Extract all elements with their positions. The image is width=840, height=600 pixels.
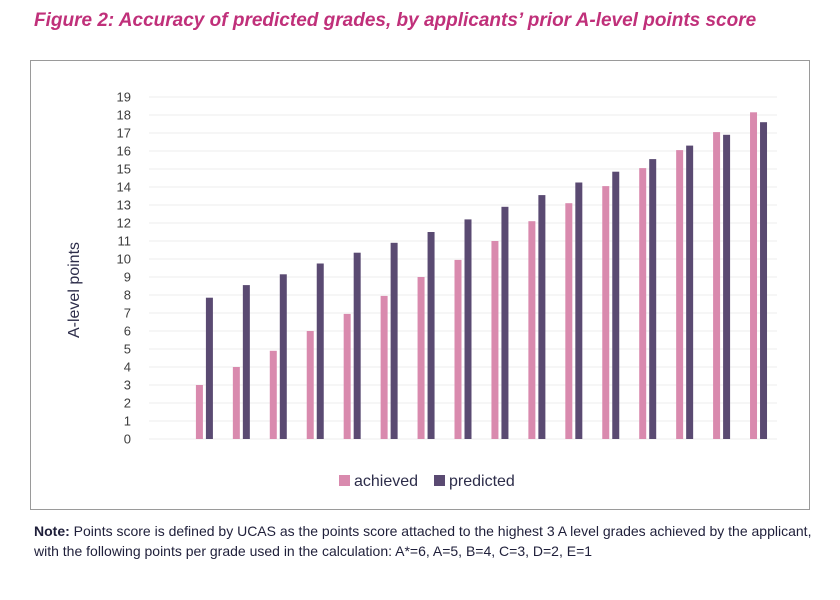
bar-achieved-2 [232,367,240,439]
y-tick-label: 10 [117,252,131,267]
bar-predicted-13 [649,159,657,439]
bar-achieved-8 [454,259,462,439]
note-label: Note: [34,523,70,539]
bar-predicted-2 [242,285,250,439]
bar-achieved-13 [639,168,647,439]
bar-predicted-12 [612,171,620,439]
bar-predicted-16 [760,122,768,439]
y-tick-label: 1 [124,414,131,429]
y-tick-label: 5 [124,342,131,357]
y-tick-label: 9 [124,270,131,285]
note: Note: Points score is defined by UCAS as… [34,521,824,561]
y-tick-label: 0 [124,432,131,447]
y-tick-label: 18 [117,108,131,123]
y-tick-label: 4 [124,360,131,375]
chart-frame: 0 1 2 3 4 5 6 7 8 9 10 11 12 13 14 15 16 17 18 19 A-level p… [30,60,810,510]
bar-predicted-14 [686,145,694,439]
bar-predicted-11 [575,182,583,439]
bar-predicted-3 [279,274,287,439]
y-axis-title: A-level points [66,242,83,338]
bar-achieved-4 [306,331,314,439]
note-text: Points score is defined by UCAS as the p… [34,523,812,559]
bar-predicted-9 [501,206,509,439]
legend-swatch-predicted [434,475,445,486]
y-tick-label: 11 [118,234,132,249]
y-tick-label: 2 [124,396,131,411]
bar-achieved-7 [417,277,425,439]
y-tick-label: 15 [117,162,131,177]
bar-achieved-14 [676,150,684,439]
y-tick-label: 19 [117,90,131,105]
gridlines [149,96,777,440]
bar-achieved-15 [713,132,721,439]
y-tick-label: 8 [124,288,131,303]
bar-predicted-15 [723,134,731,440]
bar-predicted-6 [390,242,398,439]
y-tick-label: 16 [117,144,131,159]
figure-title: Figure 2: Accuracy of predicted grades, … [34,10,757,31]
y-tick-label: 12 [117,216,131,231]
bar-achieved-5 [343,313,351,439]
bar-predicted-5 [353,252,361,439]
y-tick-label: 3 [124,378,131,393]
bar-achieved-3 [269,350,277,439]
bar-achieved-1 [195,385,203,439]
bar-achieved-11 [565,203,573,439]
bars [195,112,768,440]
bar-predicted-7 [427,232,435,439]
bar-predicted-1 [205,297,213,439]
legend: achieved predicted [339,473,515,490]
bar-achieved-9 [491,241,499,439]
bar-achieved-6 [380,295,388,439]
bar-achieved-16 [750,112,758,440]
y-tick-label: 13 [117,198,131,213]
y-tick-label: 6 [124,324,131,339]
legend-swatch-achieved [339,475,350,486]
y-tick-label: 7 [124,306,131,321]
y-tick-label: 17 [117,126,131,141]
bar-predicted-4 [316,263,324,439]
y-tick-label: 14 [117,180,131,195]
bar-predicted-8 [464,219,472,439]
bar-achieved-10 [528,221,536,439]
legend-label-achieved: achieved [354,473,418,490]
legend-label-predicted: predicted [449,473,515,490]
bar-predicted-10 [538,195,546,439]
bar-achieved-12 [602,186,610,439]
